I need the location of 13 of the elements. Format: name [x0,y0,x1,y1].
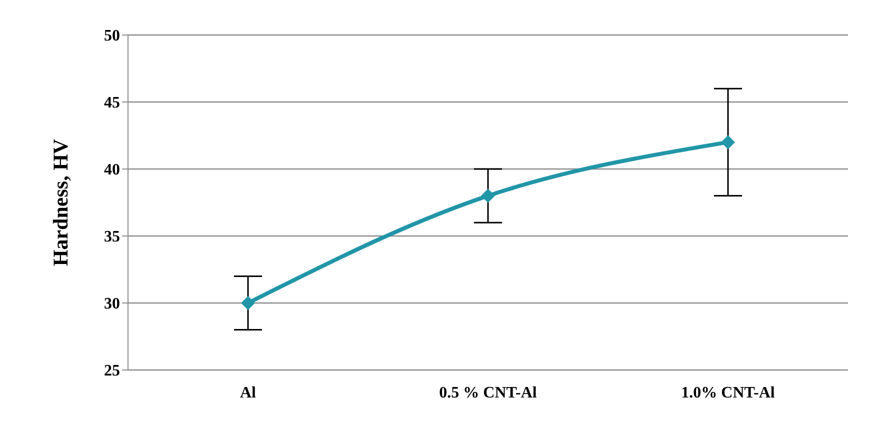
y-tick-label: 50 [104,28,120,45]
y-axis-title: Hardness, HV [48,138,72,266]
y-tick-label: 30 [104,296,120,313]
y-tick-label: 45 [104,94,120,112]
point [241,296,255,310]
y-tick-label: 40 [104,162,120,179]
x-tick-label: 0.5 % CNT-Al [439,384,538,402]
y-tick-label: 25 [104,362,120,380]
y-tick-label: 35 [104,228,120,246]
x-tick-label: 1.0% CNT-Al [681,384,776,402]
x-tick-label: Al [240,384,257,402]
point [721,135,735,150]
point [481,188,495,203]
